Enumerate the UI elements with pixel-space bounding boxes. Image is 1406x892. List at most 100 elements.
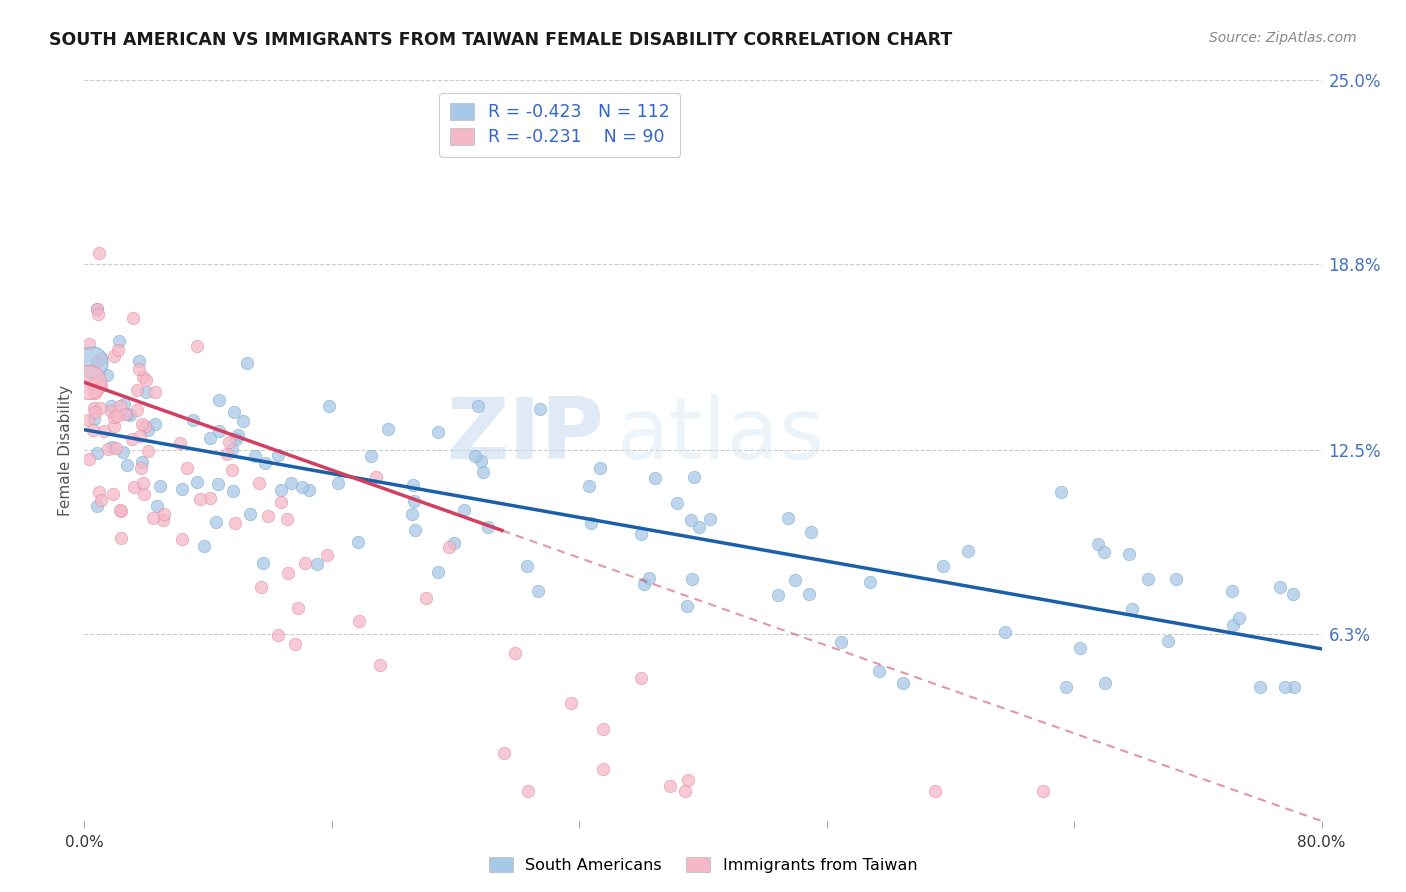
Point bbox=[681, 572, 703, 586]
Point bbox=[453, 503, 475, 517]
Point bbox=[89, 401, 111, 415]
Point bbox=[186, 475, 208, 489]
Point bbox=[135, 373, 157, 387]
Point bbox=[250, 580, 273, 594]
Point bbox=[305, 557, 328, 571]
Point bbox=[676, 599, 699, 613]
Point bbox=[516, 558, 538, 573]
Point bbox=[924, 784, 946, 798]
Point bbox=[86, 446, 108, 460]
Point bbox=[90, 351, 112, 365]
Point bbox=[83, 401, 105, 415]
Point bbox=[776, 510, 799, 524]
Point bbox=[108, 399, 131, 413]
Point bbox=[143, 384, 166, 399]
Point bbox=[766, 588, 789, 602]
Point bbox=[676, 773, 699, 788]
Legend: R = -0.423   N = 112, R = -0.231    N = 90: R = -0.423 N = 112, R = -0.231 N = 90 bbox=[440, 93, 681, 157]
Point bbox=[957, 544, 980, 558]
Point bbox=[172, 533, 194, 547]
Point bbox=[267, 448, 290, 462]
Point bbox=[239, 507, 262, 521]
Point bbox=[218, 434, 240, 449]
Point bbox=[427, 425, 450, 439]
Point bbox=[284, 637, 307, 651]
Point bbox=[217, 447, 239, 461]
Point bbox=[800, 524, 823, 539]
Point bbox=[1032, 784, 1054, 798]
Point bbox=[1220, 583, 1243, 598]
Text: atlas: atlas bbox=[616, 394, 824, 477]
Point bbox=[77, 452, 100, 467]
Point bbox=[153, 507, 176, 521]
Point bbox=[103, 419, 125, 434]
Point bbox=[658, 779, 681, 793]
Point bbox=[527, 584, 550, 599]
Point bbox=[370, 657, 392, 672]
Point bbox=[891, 676, 914, 690]
Point bbox=[86, 499, 108, 513]
Point bbox=[1054, 681, 1077, 695]
Point bbox=[797, 587, 820, 601]
Point bbox=[146, 499, 169, 513]
Point bbox=[111, 445, 134, 459]
Point bbox=[86, 355, 108, 369]
Point bbox=[1118, 547, 1140, 561]
Point bbox=[347, 535, 370, 549]
Point bbox=[77, 337, 100, 351]
Point bbox=[699, 511, 721, 525]
Point bbox=[477, 520, 499, 534]
Point bbox=[630, 526, 652, 541]
Point bbox=[404, 523, 426, 537]
Point bbox=[107, 343, 129, 357]
Point bbox=[87, 307, 110, 321]
Point bbox=[298, 483, 321, 497]
Point bbox=[316, 548, 339, 562]
Point bbox=[1281, 587, 1303, 601]
Point bbox=[679, 513, 702, 527]
Text: SOUTH AMERICAN VS IMMIGRANTS FROM TAIWAN FEMALE DISABILITY CORRELATION CHART: SOUTH AMERICAN VS IMMIGRANTS FROM TAIWAN… bbox=[49, 31, 952, 49]
Point bbox=[377, 422, 399, 436]
Point bbox=[110, 504, 132, 518]
Point bbox=[1087, 537, 1109, 551]
Point bbox=[105, 409, 128, 423]
Point bbox=[128, 353, 150, 368]
Point bbox=[83, 405, 105, 419]
Point bbox=[529, 402, 551, 417]
Point bbox=[221, 462, 243, 476]
Point bbox=[579, 516, 602, 530]
Point bbox=[644, 471, 666, 485]
Point bbox=[134, 487, 156, 501]
Point bbox=[83, 411, 105, 425]
Point bbox=[326, 475, 349, 490]
Point bbox=[252, 556, 274, 570]
Point bbox=[401, 507, 423, 521]
Point bbox=[82, 376, 104, 391]
Legend: South Americans, Immigrants from Taiwan: South Americans, Immigrants from Taiwan bbox=[482, 851, 924, 880]
Point bbox=[592, 723, 614, 737]
Point bbox=[186, 339, 208, 353]
Point bbox=[578, 479, 600, 493]
Point bbox=[198, 491, 221, 505]
Point bbox=[129, 428, 152, 442]
Point bbox=[276, 512, 298, 526]
Point bbox=[110, 503, 132, 517]
Point bbox=[287, 601, 309, 615]
Point bbox=[149, 479, 172, 493]
Point bbox=[125, 403, 148, 417]
Point bbox=[426, 565, 449, 579]
Point bbox=[464, 450, 486, 464]
Text: Source: ZipAtlas.com: Source: ZipAtlas.com bbox=[1209, 31, 1357, 45]
Point bbox=[225, 432, 247, 446]
Point bbox=[232, 414, 254, 428]
Point bbox=[516, 784, 538, 798]
Point bbox=[1094, 676, 1116, 690]
Point bbox=[118, 408, 141, 422]
Point bbox=[1069, 641, 1091, 656]
Point bbox=[404, 493, 426, 508]
Point bbox=[100, 399, 122, 413]
Y-axis label: Female Disability: Female Disability bbox=[58, 384, 73, 516]
Point bbox=[115, 407, 138, 421]
Point bbox=[280, 476, 302, 491]
Point bbox=[115, 458, 138, 472]
